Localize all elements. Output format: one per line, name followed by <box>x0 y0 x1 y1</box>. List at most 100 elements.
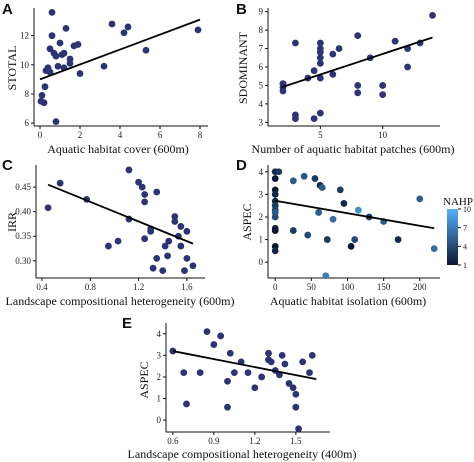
panel-b-y-tick-label: 8 <box>259 25 264 35</box>
panel-e-point <box>210 341 218 348</box>
panel-d-point <box>336 186 344 194</box>
panel-d-point <box>271 227 279 234</box>
panel-e-x-tick-label: 0.6 <box>167 436 179 446</box>
panel-e-point <box>299 358 307 366</box>
panel-c-point <box>149 264 157 272</box>
panel-b-y-tick-label: 4 <box>259 99 264 109</box>
panel-c-point <box>189 262 197 270</box>
panel-c-point <box>44 204 52 212</box>
panel-b-xlabel: Number of aquatic habitat patches (600m) <box>252 142 455 156</box>
panel-e-y-tick-label: 2 <box>157 372 162 382</box>
panel-d-point <box>318 184 326 192</box>
panel-b-point <box>316 48 324 56</box>
panel-b-point <box>316 109 324 117</box>
panel-d-point <box>315 209 322 216</box>
panel-e-point <box>251 384 259 392</box>
panel-d-point <box>416 195 424 203</box>
panel-letter-d: D <box>236 157 247 174</box>
panel-d-point <box>329 215 337 223</box>
panel-e-point <box>244 369 252 377</box>
panel-b-point <box>310 67 318 75</box>
panel-e: E 0.6 0.9 1.2 1.5 0 1 2 3 4 ASPEC Landscape comp… <box>122 315 356 461</box>
panel-c-point <box>177 242 185 250</box>
panel-b-y-tick-label: 6 <box>259 62 264 72</box>
panel-b-ylabel: SDOMINANT <box>236 31 250 104</box>
panel-d: D 0 50 100 150 200 0 1 2 3 4 ASPEC Aquatic habita… <box>236 157 473 308</box>
panel-a-point <box>66 59 74 67</box>
panel-e-point <box>230 369 238 377</box>
panel-c-point <box>105 242 112 250</box>
panel-d-point <box>311 175 319 182</box>
panel-d-point <box>304 231 312 239</box>
panel-d-y-tick-label: 0 <box>259 257 264 267</box>
panel-c-point <box>147 227 155 235</box>
panel-c-point <box>141 191 149 198</box>
panel-e-point <box>292 390 300 398</box>
legend-title: NAHP <box>443 196 473 208</box>
panel-a-point <box>76 70 84 77</box>
panel-d-point <box>271 213 279 221</box>
panel-d-point <box>347 242 355 250</box>
panel-c-xlabel: Landscape compositional heterogeneity (6… <box>6 294 235 308</box>
panel-b-x-tick-label: 10 <box>378 130 388 140</box>
panel-a-point <box>52 118 60 126</box>
panel-d-point <box>340 200 348 207</box>
panel-e-y-tick-label: 4 <box>157 329 162 339</box>
legend-colorbar <box>447 209 458 265</box>
panel-c-trend-line <box>47 183 194 245</box>
panel-e-trend-line <box>172 350 317 381</box>
panel-a-point <box>46 68 54 76</box>
panel-a-y-tick-label: 12 <box>20 31 29 41</box>
panel-b-point <box>316 54 324 62</box>
panel-c-point <box>141 235 149 243</box>
panel-e-x-tick-label: 1.5 <box>290 436 302 446</box>
panel-c-point <box>181 267 188 275</box>
panel-d-trend-line <box>275 199 435 230</box>
panel-d-point <box>322 272 330 280</box>
panel-e-point <box>289 384 297 392</box>
panel-a-point <box>54 62 62 70</box>
panel-e-y-tick-label: 0 <box>157 415 162 425</box>
panel-c-ylabel: IRR <box>5 212 19 232</box>
panel-d-x-tick-label: 200 <box>413 282 427 292</box>
panel-d-plot: 0 50 100 150 200 0 1 2 3 4 <box>259 165 440 292</box>
panel-letter-b: B <box>236 1 247 18</box>
panel-e-y-tick-label: 3 <box>157 350 162 360</box>
panel-a-x-tick-label: 6 <box>158 130 163 140</box>
panel-a-x-tick-label: 2 <box>78 130 83 140</box>
panel-letter-e: E <box>122 315 132 332</box>
panel-d-point <box>271 175 279 182</box>
panel-a-point <box>100 62 108 70</box>
panel-e-point <box>281 360 289 368</box>
panel-a-y-tick-label: 6 <box>25 118 30 128</box>
panel-d-y-tick-label: 2 <box>259 212 264 222</box>
panel-c-y-tick-label: 0.40 <box>15 207 31 217</box>
panel-b-plot: 5 10 3 4 5 6 7 8 9 <box>259 7 440 140</box>
panel-a-point <box>56 39 64 47</box>
panel-c-point <box>114 237 122 245</box>
panel-b-point <box>354 32 362 40</box>
panel-a-point <box>142 46 150 54</box>
panel-b-point <box>354 82 362 89</box>
panel-d-x-tick-label: 150 <box>377 282 391 292</box>
panel-c-x-tick-label: 0.4 <box>36 282 48 292</box>
panel-d-point <box>271 190 279 198</box>
panel-d-point <box>354 206 362 214</box>
panel-e-point <box>265 349 272 357</box>
panel-e-point <box>224 377 231 385</box>
panel-e-x-tick-label: 1.2 <box>249 436 260 446</box>
panel-e-point <box>278 351 286 359</box>
panel-e-point <box>226 349 234 357</box>
panel-b-point <box>404 63 411 71</box>
panel-e-y-tick-label: 1 <box>157 394 162 404</box>
panel-d-x-tick-label: 50 <box>307 282 317 292</box>
panel-b-y-tick-label: 9 <box>259 7 264 17</box>
panel-e-plot: 0.6 0.9 1.2 1.5 0 1 2 3 4 <box>157 323 330 446</box>
panel-a-y-tick-label: 8 <box>25 89 30 99</box>
panel-c-point <box>165 237 173 245</box>
panel-a-x-tick-label: 0 <box>38 130 43 140</box>
panel-a-point <box>46 45 54 53</box>
panel-a-point <box>120 29 128 37</box>
panel-a-point <box>124 23 132 31</box>
